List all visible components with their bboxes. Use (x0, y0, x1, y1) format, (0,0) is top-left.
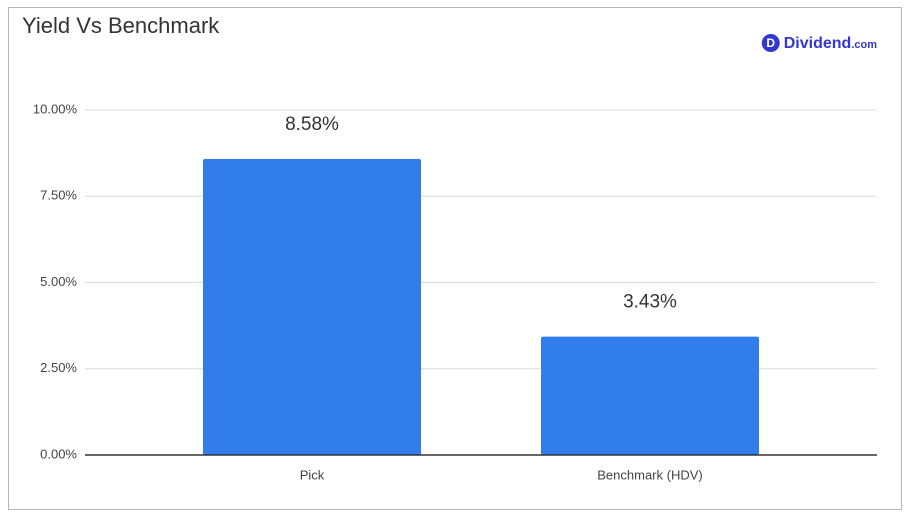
logo-name: Dividend (784, 35, 852, 52)
y-tick-label: 5.00% (40, 274, 77, 289)
x-tick-label: Benchmark (HDV) (597, 467, 702, 482)
logo: D Dividend .com (761, 34, 877, 52)
logo-badge (761, 34, 780, 52)
value-label: 3.43% (623, 292, 677, 313)
y-tick-label: 0.00% (40, 446, 77, 461)
y-tick-label: 10.00% (33, 101, 78, 116)
bar (203, 158, 421, 456)
logo-icon: D (766, 36, 775, 50)
logo-suffix: .com (851, 39, 877, 51)
y-tick-label: 2.50% (40, 360, 77, 375)
y-tick-label: 7.50% (40, 188, 77, 203)
bar (541, 336, 759, 455)
x-tick-label: Pick (300, 467, 325, 482)
chart-frame (8, 7, 902, 510)
value-label: 8.58% (285, 114, 339, 135)
chart-title: Yield Vs Benchmark (22, 13, 220, 38)
